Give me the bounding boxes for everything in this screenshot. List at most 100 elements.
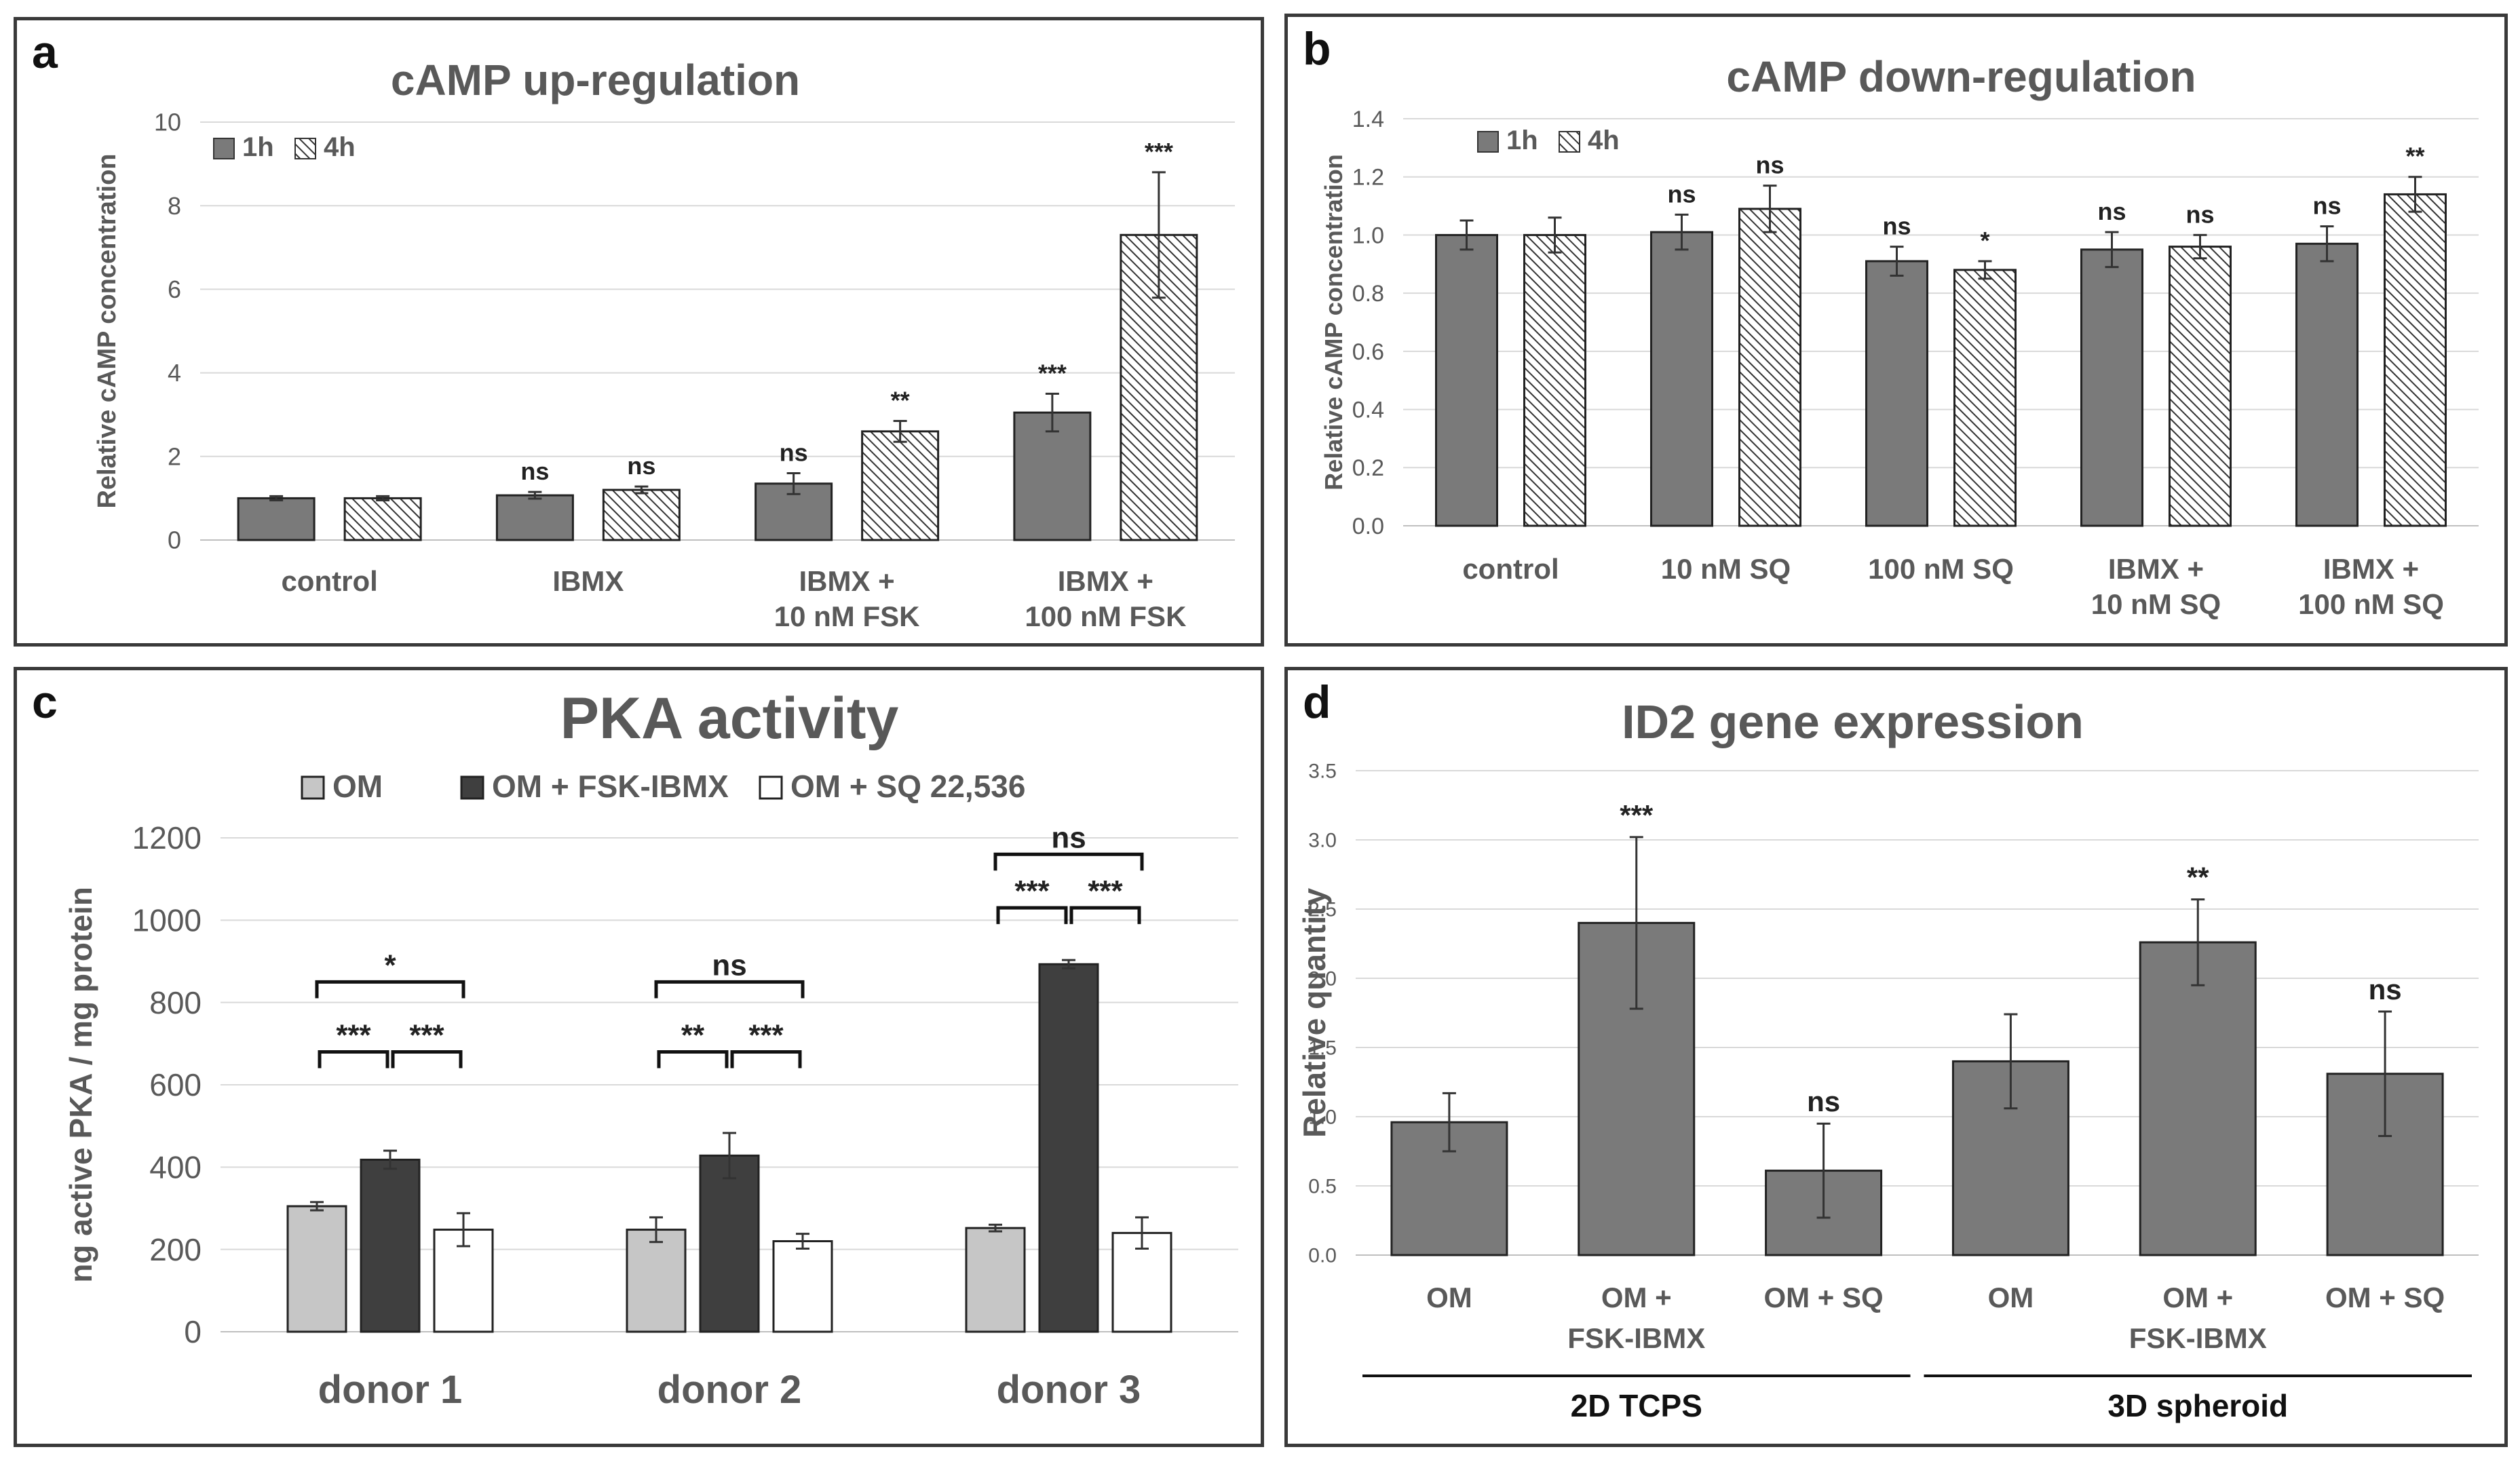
significance-label: ** <box>891 386 910 414</box>
x-category-label: 10 nM SQ <box>2091 588 2221 620</box>
group-label: 3D spheroid <box>2107 1388 2288 1423</box>
bar <box>2139 941 2257 1256</box>
significance-label: *** <box>748 1018 784 1052</box>
y-tick-label: 3.5 <box>1308 761 1337 783</box>
bar-1h <box>1650 231 1713 527</box>
y-tick-label: 2.0 <box>1308 968 1337 990</box>
panel-letter-a: a <box>32 26 58 78</box>
x-category-label: 100 nM SQ <box>1868 553 2014 585</box>
significance-label: *** <box>1620 799 1654 831</box>
legend-label-4h: 4h <box>324 132 356 162</box>
significance-label: ** <box>2187 862 2209 893</box>
y-axis-label: Relative cAMP concentration <box>93 153 121 508</box>
y-tick-label: 1.4 <box>1352 107 1384 132</box>
x-category-label: IBMX <box>552 565 624 597</box>
bar-om-sq <box>772 1240 833 1333</box>
significance-bracket <box>730 1050 802 1069</box>
bar-4h <box>861 430 940 541</box>
bar-1h <box>237 497 316 541</box>
significance-label: ns <box>2369 974 2402 1005</box>
y-tick-label: 0.0 <box>1308 1245 1337 1267</box>
x-category-label: 100 nM FSK <box>1025 600 1186 632</box>
legend-swatch <box>759 775 783 800</box>
significance-label: ns <box>1807 1085 1840 1117</box>
x-category-label: 10 nM SQ <box>1661 553 1791 585</box>
y-tick-label: 1.0 <box>1308 1107 1337 1129</box>
x-category-label: OM + <box>1601 1282 1672 1313</box>
y-tick-label: 0.2 <box>1352 455 1384 481</box>
y-tick-label: 6 <box>168 275 181 303</box>
chart-id2-expression: 0.0 0.5 1.0 1.5 2.0 2.5 3.0 3.5 Relative quantit… <box>1297 695 2479 1423</box>
panel-b: b 0.0 0.2 0.4 0.6 0.8 1.0 1.2 1.4 Relative cAMP … <box>1284 14 2508 647</box>
bar-om <box>286 1205 347 1333</box>
chart-pka-activity: 0 200 400 600 800 1000 1200 ng active PKA / mg … <box>63 686 1238 1412</box>
legend-swatch-1h <box>1477 131 1499 153</box>
y-tick-label: 0 <box>168 526 181 554</box>
significance-label: *** <box>1088 874 1123 908</box>
bar-1h <box>2080 248 2143 527</box>
x-category-label: FSK-IBMX <box>2129 1322 2267 1354</box>
chart-title: ID2 gene expression <box>1622 695 2084 748</box>
significance-label: ns <box>1051 821 1086 854</box>
significance-label: ns <box>780 438 808 466</box>
bar-1h <box>1013 411 1092 541</box>
legend-label: OM + FSK-IBMX <box>492 769 729 804</box>
bar-4h <box>602 488 681 541</box>
significance-bracket <box>657 1050 729 1069</box>
significance-label: ns <box>1667 180 1696 208</box>
significance-label: ns <box>2312 192 2341 220</box>
y-tick-label: 1.0 <box>1352 223 1384 248</box>
panel-c: c 0 200 400 600 800 1000 1200 ng active PKA / m… <box>14 667 1264 1447</box>
y-tick-label: 2.5 <box>1308 899 1337 921</box>
significance-label: ns <box>2097 197 2126 225</box>
x-category-label: OM <box>1988 1282 2034 1313</box>
x-category-label: IBMX + <box>799 565 895 597</box>
bar-4h <box>1738 208 1801 527</box>
y-tick-label: 1000 <box>132 902 202 938</box>
y-tick-label: 600 <box>149 1067 202 1102</box>
significance-label: *** <box>1014 874 1050 908</box>
bar-1h <box>1865 260 1928 527</box>
x-category-label: OM + <box>2162 1282 2233 1313</box>
bar-1h <box>1435 233 1498 527</box>
x-category-label: IBMX + <box>2108 553 2204 585</box>
significance-label: *** <box>336 1018 371 1052</box>
y-tick-label: 0 <box>184 1314 202 1349</box>
y-tick-label: 0.0 <box>1352 514 1384 539</box>
x-category-label: IBMX + <box>2323 553 2419 585</box>
legend-label-1h: 1h <box>242 132 274 162</box>
significance-label: ** <box>2405 142 2424 170</box>
significance-label: *** <box>1145 138 1173 166</box>
y-axis-label: Relative cAMP concentration <box>1320 154 1348 490</box>
y-tick-label: 0.5 <box>1308 1176 1337 1198</box>
y-tick-label: 1200 <box>132 820 202 855</box>
x-category-label: 10 nM FSK <box>774 600 920 632</box>
panel-letter-c: c <box>32 676 58 728</box>
bar-4h <box>2384 193 2447 527</box>
significance-label: ns <box>627 452 655 480</box>
x-category-label: OM + SQ <box>1763 1282 1883 1313</box>
legend-label-4h: 4h <box>1588 126 1620 155</box>
legend-label: OM <box>332 769 383 804</box>
x-category-label: donor 3 <box>997 1368 1141 1412</box>
bar-om <box>965 1227 1026 1333</box>
significance-bracket <box>996 906 1068 925</box>
significance-label: *** <box>1038 359 1067 387</box>
bar-om-fsk-ibmx <box>1038 963 1099 1333</box>
y-tick-label: 0.6 <box>1352 339 1384 365</box>
bar-4h <box>2169 246 2232 527</box>
x-category-label: control <box>281 565 377 597</box>
significance-label: ns <box>1755 151 1784 179</box>
legend-label-1h: 1h <box>1506 126 1538 155</box>
y-tick-label: 400 <box>149 1149 202 1185</box>
y-tick-label: 0.4 <box>1352 397 1384 423</box>
chart-title: cAMP up-regulation <box>391 56 800 104</box>
significance-label: * <box>384 948 396 982</box>
group-label: 2D TCPS <box>1571 1388 1702 1423</box>
legend-swatch-4h <box>1559 131 1580 153</box>
significance-label: *** <box>409 1018 444 1052</box>
legend-swatch <box>301 775 325 800</box>
panel-letter-b: b <box>1303 23 1331 75</box>
significance-bracket <box>654 980 805 999</box>
y-tick-label: 800 <box>149 985 202 1020</box>
